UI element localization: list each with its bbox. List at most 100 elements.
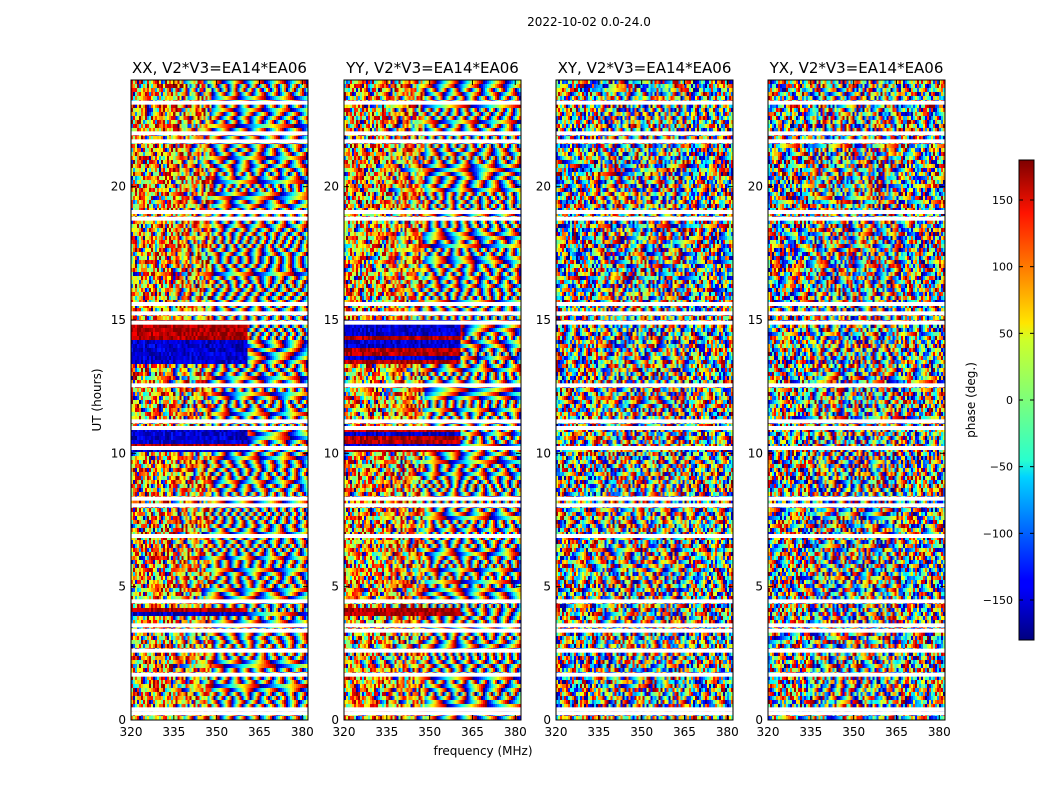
flag-band-yy-16 xyxy=(344,302,521,306)
flag-band-xx-12 xyxy=(131,419,308,424)
x-tick-label-yy-365: 365 xyxy=(461,725,484,739)
flag-band-xx-9 xyxy=(131,496,308,501)
y-tick-label-yy-10: 10 xyxy=(324,446,339,460)
flag-band-xx-14 xyxy=(131,320,308,325)
x-tick-label-yy-350: 350 xyxy=(418,725,441,739)
x-tick-label-xy-350: 350 xyxy=(630,725,653,739)
flag-band-yy-3 xyxy=(344,648,521,653)
x-tick-label-xx-335: 335 xyxy=(162,725,185,739)
flag-band-xx-20 xyxy=(131,131,308,136)
flag-band-xy-21 xyxy=(556,100,733,105)
x-tick-label-xx-320: 320 xyxy=(120,725,143,739)
flag-band-yx-7 xyxy=(768,534,945,538)
flag-band-yx-17 xyxy=(768,216,945,221)
flag-band-yx-20 xyxy=(768,131,945,136)
flag-band-yx-6 xyxy=(768,599,945,604)
flag-band-yy-19 xyxy=(344,139,521,144)
panel-xx: XX, V2*V3=EA14*EA06 320 335 350 365 380 0 5 10 15… xyxy=(111,59,314,739)
y-tick-label-yx-10: 10 xyxy=(748,446,763,460)
flag-band-xy-1 xyxy=(556,707,733,712)
flag-band-xx-19 xyxy=(131,139,308,144)
y-tick-label-xy-0: 0 xyxy=(543,713,551,727)
flag-band-yx-18 xyxy=(768,210,945,214)
y-tick-label-yy-20: 20 xyxy=(324,180,339,194)
x-tick-label-yx-320: 320 xyxy=(757,725,780,739)
x-tick-label-xx-350: 350 xyxy=(205,725,228,739)
suptitle: 2022-10-02 0.0-24.0 xyxy=(527,15,651,29)
flag-band-xx-7 xyxy=(131,534,308,538)
x-tick-label-yx-350: 350 xyxy=(842,725,865,739)
flag-band-xy-16 xyxy=(556,302,733,306)
x-tick-label-xy-320: 320 xyxy=(545,725,568,739)
y-tick-label-yy-15: 15 xyxy=(324,313,339,327)
panel-frame-yy xyxy=(343,79,522,721)
x-tick-label-xy-335: 335 xyxy=(587,725,610,739)
y-axis-label: UT (hours) xyxy=(90,368,104,431)
x-tick-label-xx-380: 380 xyxy=(291,725,314,739)
flag-band-yy-4 xyxy=(344,628,521,633)
x-axis-label: frequency (MHz) xyxy=(433,744,532,758)
flag-band-xy-9 xyxy=(556,496,733,501)
x-tick-label-yx-365: 365 xyxy=(885,725,908,739)
flag-band-xy-3 xyxy=(556,648,733,653)
colorbar-label: phase (deg.) xyxy=(964,362,978,438)
flag-band-xx-17 xyxy=(131,216,308,221)
panel-title-yy: YY, V2*V3=EA14*EA06 xyxy=(345,59,519,77)
panel-title-yx: YX, V2*V3=EA14*EA06 xyxy=(769,59,944,77)
flag-band-yx-9 xyxy=(768,496,945,501)
flag-band-yx-8 xyxy=(768,503,945,508)
x-tick-label-yy-335: 335 xyxy=(375,725,398,739)
flag-band-yy-9 xyxy=(344,496,521,501)
panel-title-xy: XY, V2*V3=EA14*EA06 xyxy=(558,59,732,77)
panels-group: XX, V2*V3=EA14*EA06 320 335 350 365 380 0 5 10 15… xyxy=(111,59,951,739)
panel-frame-yx xyxy=(767,79,946,721)
flag-band-yx-11 xyxy=(768,426,945,430)
flag-band-yx-10 xyxy=(768,446,945,450)
flag-band-yy-7 xyxy=(344,534,521,538)
y-tick-label-yy-0: 0 xyxy=(331,713,339,727)
flag-band-xy-0 xyxy=(556,711,733,716)
flag-band-xx-21 xyxy=(131,100,308,105)
y-tick-label-yx-5: 5 xyxy=(755,580,763,594)
y-tick-label-yx-20: 20 xyxy=(748,180,763,194)
x-tick-label-yx-335: 335 xyxy=(799,725,822,739)
flag-band-xy-12 xyxy=(556,419,733,424)
flag-band-xy-7 xyxy=(556,534,733,538)
flag-band-xx-2 xyxy=(131,672,308,677)
colorbar-ticks: 150 100 50 0 −50 −100 −150 xyxy=(983,194,1034,607)
flag-band-yy-8 xyxy=(344,503,521,508)
y-tick-label-xy-20: 20 xyxy=(536,180,551,194)
y-tick-label-xy-15: 15 xyxy=(536,313,551,327)
x-tick-label-yx-380: 380 xyxy=(928,725,951,739)
flag-band-yy-11 xyxy=(344,426,521,430)
y-tick-label-yx-15: 15 xyxy=(748,313,763,327)
flag-band-xx-10 xyxy=(131,446,308,450)
flag-band-xy-15 xyxy=(556,311,733,316)
x-tick-label-xy-380: 380 xyxy=(716,725,739,739)
heatmap-image-yx xyxy=(768,80,945,720)
x-tick-label-xy-365: 365 xyxy=(673,725,696,739)
flag-band-xy-14 xyxy=(556,320,733,325)
flag-band-yx-0 xyxy=(768,711,945,716)
flag-band-yy-13 xyxy=(344,383,521,388)
colorbar-tick-label-2: 50 xyxy=(999,327,1013,340)
flag-band-xy-4 xyxy=(556,628,733,633)
flag-band-yy-17 xyxy=(344,216,521,221)
flag-band-yy-6 xyxy=(344,599,521,604)
flag-band-yx-21 xyxy=(768,100,945,105)
y-tick-label-yy-5: 5 xyxy=(331,580,339,594)
heatmap-image-xy xyxy=(556,80,733,720)
flag-band-yx-12 xyxy=(768,419,945,424)
y-tick-label-xx-15: 15 xyxy=(111,313,126,327)
panel-frame-xx xyxy=(130,79,309,721)
flag-band-yy-5 xyxy=(344,623,521,628)
flag-band-xy-17 xyxy=(556,216,733,221)
panel-xy: XY, V2*V3=EA14*EA06 320 335 350 365 380 0 5 10 15… xyxy=(536,59,739,739)
flag-band-yy-1 xyxy=(344,707,521,712)
flag-band-xx-11 xyxy=(131,426,308,430)
heatmap-image-yy xyxy=(344,80,521,720)
colorbar-tick-label-0: 150 xyxy=(992,194,1013,207)
flag-band-yy-15 xyxy=(344,311,521,316)
flag-band-xy-8 xyxy=(556,503,733,508)
panel-yx: YX, V2*V3=EA14*EA06 320 335 350 365 380 0 5 10 15… xyxy=(748,59,951,739)
